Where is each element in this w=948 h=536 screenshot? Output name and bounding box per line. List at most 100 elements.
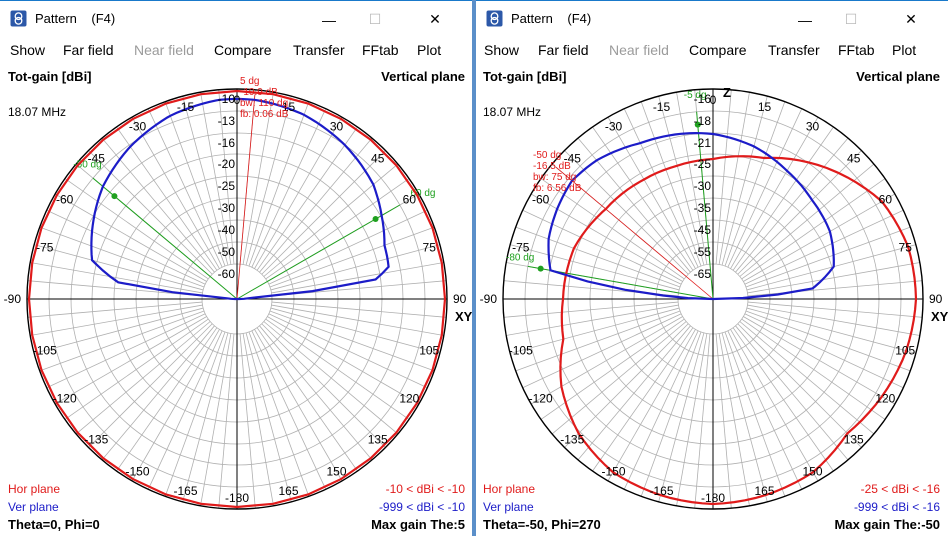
minimize-button[interactable]: — xyxy=(798,11,812,28)
grid-spoke xyxy=(164,101,226,267)
grid-spoke xyxy=(248,101,310,267)
grid-spoke xyxy=(116,126,218,271)
menu-show[interactable]: Show xyxy=(10,42,46,58)
grid-spoke xyxy=(732,327,834,472)
close-button[interactable]: ✕ xyxy=(429,11,441,27)
grid-spoke xyxy=(200,92,232,265)
grid-spoke xyxy=(744,313,904,389)
ring-label: -25 xyxy=(694,157,712,171)
grid-spoke xyxy=(724,331,786,497)
ring-label: -18 xyxy=(694,114,712,128)
grid-spoke xyxy=(506,304,679,336)
marker-text: 5 dg xyxy=(240,76,259,87)
grid-spoke xyxy=(30,262,203,294)
grid-spoke xyxy=(239,333,256,509)
grid-spoke xyxy=(101,137,215,273)
grid-spoke xyxy=(727,330,803,490)
close-button[interactable]: ✕ xyxy=(905,11,917,27)
grid-spoke xyxy=(271,304,444,336)
ring-label: -13 xyxy=(218,114,236,128)
angle-label: -15 xyxy=(653,100,671,114)
angle-label: -75 xyxy=(36,240,54,254)
angle-label: -150 xyxy=(601,464,625,478)
grid-spoke xyxy=(54,193,207,282)
maximize-button[interactable]: ☐ xyxy=(844,11,858,27)
ring-label: -30 xyxy=(218,201,236,215)
angle-label: -45 xyxy=(564,151,582,165)
grid-spoke xyxy=(727,108,803,268)
title-bar[interactable]: Pattern (F4) — ☐ ✕ xyxy=(476,0,948,38)
menu-plot[interactable]: Plot xyxy=(892,42,917,58)
grid-spoke xyxy=(510,244,680,291)
grid-spoke xyxy=(263,163,399,277)
menu-transfer[interactable]: Transfer xyxy=(293,42,345,58)
grid-spoke xyxy=(263,321,399,435)
menu-far-field[interactable]: Far field xyxy=(63,42,114,58)
grid-spoke xyxy=(745,310,911,372)
grid-spoke xyxy=(251,108,327,268)
grid-spoke xyxy=(254,329,343,482)
grid-spoke xyxy=(101,325,215,461)
menu-plot[interactable]: Plot xyxy=(417,42,442,58)
angle-label: 30 xyxy=(806,120,820,134)
grid-spoke xyxy=(564,150,689,275)
menu-show[interactable]: Show xyxy=(484,42,520,58)
grid-spoke xyxy=(746,307,916,354)
grid-spoke xyxy=(737,323,862,448)
minimize-button[interactable]: — xyxy=(322,11,336,28)
menu-transfer[interactable]: Transfer xyxy=(768,42,820,58)
grid-spoke xyxy=(522,209,682,285)
grid-spoke xyxy=(658,96,705,266)
cursor-line xyxy=(236,204,401,300)
window-title: Pattern (F4) xyxy=(511,11,592,26)
grid-spoke xyxy=(730,329,819,482)
hor-plane-trace xyxy=(559,155,918,506)
grid-spoke xyxy=(735,137,849,273)
grid-spoke xyxy=(88,323,213,448)
angle-label: 75 xyxy=(423,240,437,254)
angle-label: 45 xyxy=(847,151,861,165)
plane-label: Vertical plane xyxy=(381,69,465,84)
angle-label: 0 xyxy=(234,93,241,107)
ring-label: -65 xyxy=(694,267,712,281)
title-bar[interactable]: Pattern (F4) — ☐ ✕ xyxy=(0,0,472,38)
max-gain-marker-line xyxy=(236,94,256,300)
grid-spoke xyxy=(46,313,206,389)
menu-compare[interactable]: Compare xyxy=(214,42,272,58)
cursor-label: -5 dg xyxy=(684,90,707,101)
menu-far-field[interactable]: Far field xyxy=(538,42,589,58)
menu-fftab[interactable]: FFtab xyxy=(362,42,399,58)
maximize-button[interactable]: ☐ xyxy=(368,11,382,27)
ring-label: -21 xyxy=(694,136,712,150)
grid-spoke xyxy=(245,332,292,502)
pattern-window-right: Pattern (F4) — ☐ ✕ Show Far field Near f… xyxy=(476,0,948,536)
angle-label: 15 xyxy=(282,100,296,114)
grid-spoke xyxy=(39,226,205,288)
angle-label: -90 xyxy=(4,292,22,306)
menu-compare[interactable]: Compare xyxy=(689,42,747,58)
ring-label: -35 xyxy=(694,201,712,215)
grid-spoke xyxy=(270,307,440,354)
angle-label: 45 xyxy=(371,151,385,165)
grid-spoke xyxy=(271,262,444,294)
grid-spoke xyxy=(503,301,679,318)
ver-plane-trace xyxy=(90,97,390,301)
grid-spoke xyxy=(564,323,689,448)
marker-text: bw: 75 dg xyxy=(533,172,576,183)
angle-label: 165 xyxy=(278,484,298,498)
grid-spoke xyxy=(251,330,327,490)
cursor-dot xyxy=(694,121,701,128)
angle-label: -135 xyxy=(84,433,108,447)
quantity-label: Tot-gain [dBi] xyxy=(483,69,567,84)
menu-bar: Show Far field Near field Compare Transf… xyxy=(0,38,472,62)
angle-label: 105 xyxy=(419,344,439,358)
grid-spoke xyxy=(721,332,768,502)
grid-spoke xyxy=(676,333,708,506)
grid-spoke xyxy=(182,96,229,266)
cursor-dot xyxy=(537,265,544,272)
legend-ver-plane: Ver plane xyxy=(483,500,534,514)
grid-spoke xyxy=(510,307,680,354)
menu-fftab[interactable]: FFtab xyxy=(838,42,875,58)
grid-spoke xyxy=(131,329,220,482)
grid-spoke xyxy=(530,316,683,405)
